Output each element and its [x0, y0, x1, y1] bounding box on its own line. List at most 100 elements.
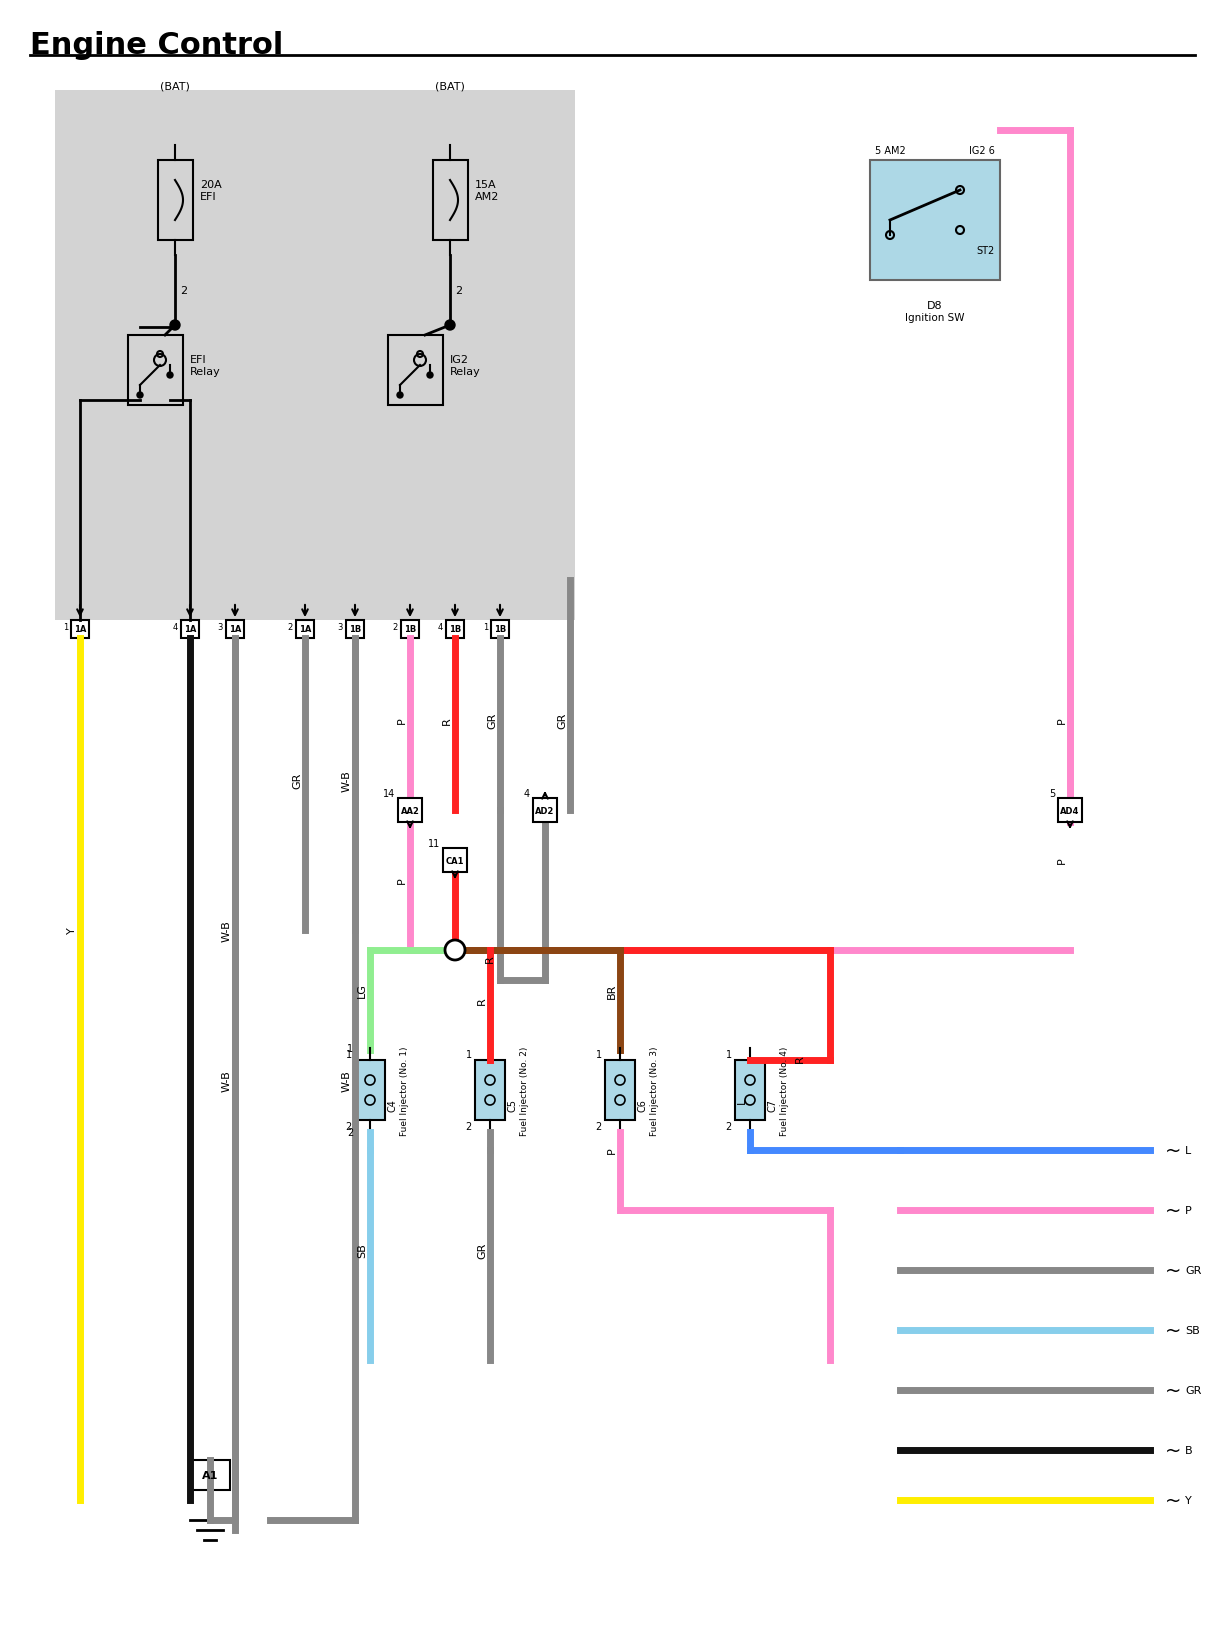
Text: 4: 4 — [173, 623, 178, 631]
Text: BR: BR — [608, 983, 617, 998]
Bar — [533, 799, 557, 823]
Text: 1: 1 — [62, 623, 69, 631]
Bar — [127, 336, 183, 406]
Text: C7: C7 — [768, 1099, 778, 1112]
Bar — [401, 621, 419, 639]
Text: C5: C5 — [508, 1099, 518, 1112]
Text: W-B: W-B — [342, 769, 352, 792]
Text: AA2: AA2 — [401, 805, 419, 815]
Bar — [870, 161, 1000, 280]
Text: 4: 4 — [524, 789, 530, 799]
Text: 2: 2 — [393, 623, 398, 631]
Text: 3: 3 — [218, 623, 223, 631]
Text: P: P — [397, 717, 407, 724]
Text: B: B — [1185, 1446, 1193, 1456]
Text: 1: 1 — [347, 1043, 353, 1053]
Text: AD4: AD4 — [1061, 805, 1079, 815]
Text: C6: C6 — [638, 1099, 648, 1112]
Text: (BAT): (BAT) — [160, 82, 190, 91]
Circle shape — [167, 373, 173, 378]
Text: 2: 2 — [595, 1121, 601, 1131]
Text: 1A: 1A — [184, 626, 196, 634]
Text: ~: ~ — [1165, 1201, 1181, 1219]
Text: 14: 14 — [382, 789, 394, 799]
Text: 1B: 1B — [494, 626, 506, 634]
Text: L: L — [737, 1097, 747, 1104]
Circle shape — [445, 321, 454, 331]
Bar — [1058, 799, 1082, 823]
Text: ~: ~ — [1165, 1320, 1181, 1340]
Text: D8: D8 — [927, 302, 943, 311]
Circle shape — [428, 373, 432, 378]
Bar — [345, 621, 364, 639]
Text: R: R — [477, 996, 488, 1004]
Text: 15A
AM2: 15A AM2 — [475, 179, 500, 202]
Text: 2: 2 — [466, 1121, 472, 1131]
Text: 1: 1 — [595, 1050, 601, 1060]
Bar — [398, 799, 421, 823]
Text: R: R — [795, 1055, 805, 1063]
Bar — [355, 1061, 385, 1120]
Text: Engine Control: Engine Control — [29, 31, 283, 60]
Circle shape — [137, 393, 143, 399]
Text: (BAT): (BAT) — [435, 82, 466, 91]
Text: EFI
Relay: EFI Relay — [190, 355, 220, 377]
Bar — [71, 621, 89, 639]
Text: 2: 2 — [454, 285, 462, 295]
Text: IG2 6: IG2 6 — [969, 147, 995, 156]
Text: 1B: 1B — [349, 626, 361, 634]
Text: P: P — [608, 1148, 617, 1154]
Text: IG2
Relay: IG2 Relay — [450, 355, 480, 377]
Text: Fuel Injector (No. 1): Fuel Injector (No. 1) — [401, 1045, 409, 1134]
Text: 1A: 1A — [299, 626, 311, 634]
Text: ~: ~ — [1165, 1381, 1181, 1400]
Text: GR: GR — [292, 773, 303, 789]
Text: 2: 2 — [180, 285, 187, 295]
Text: ~: ~ — [1165, 1441, 1181, 1459]
Text: GR: GR — [1185, 1265, 1202, 1275]
Circle shape — [445, 941, 466, 960]
Bar — [296, 621, 314, 639]
Bar — [55, 91, 575, 621]
Circle shape — [397, 393, 403, 399]
Text: 5 AM2: 5 AM2 — [875, 147, 905, 156]
Text: CA1: CA1 — [446, 856, 464, 866]
Bar — [475, 1061, 505, 1120]
Bar — [387, 336, 442, 406]
Text: GR: GR — [477, 1242, 488, 1258]
Text: Fuel Injector (No. 2): Fuel Injector (No. 2) — [519, 1046, 529, 1134]
Text: 11: 11 — [428, 838, 440, 849]
Text: 2: 2 — [347, 1128, 353, 1138]
Text: Y: Y — [1185, 1495, 1192, 1504]
Text: 1B: 1B — [404, 626, 416, 634]
Text: W-B: W-B — [222, 1069, 232, 1090]
Text: 1B: 1B — [448, 626, 461, 634]
Bar — [181, 621, 198, 639]
Text: W-B: W-B — [342, 1069, 352, 1090]
Text: 3: 3 — [338, 623, 343, 631]
Text: P: P — [1057, 717, 1067, 724]
Text: ~: ~ — [1165, 1490, 1181, 1509]
Text: SB: SB — [356, 1242, 368, 1258]
Bar — [225, 621, 244, 639]
Text: Fuel Injector (No. 3): Fuel Injector (No. 3) — [650, 1045, 659, 1134]
Text: R: R — [442, 717, 452, 724]
Text: 5: 5 — [1049, 789, 1055, 799]
Text: B: B — [176, 926, 187, 934]
Text: ~: ~ — [1165, 1141, 1181, 1161]
Text: 1: 1 — [466, 1050, 472, 1060]
Text: P: P — [1057, 857, 1067, 864]
Text: 1: 1 — [345, 1050, 352, 1060]
Bar — [446, 621, 464, 639]
Circle shape — [170, 321, 180, 331]
Bar — [735, 1061, 764, 1120]
Text: Ignition SW: Ignition SW — [905, 313, 965, 323]
Text: R: R — [485, 955, 495, 962]
Text: AD2: AD2 — [535, 805, 555, 815]
Text: 2: 2 — [345, 1121, 352, 1131]
Text: A1: A1 — [202, 1470, 218, 1480]
Text: Y: Y — [67, 927, 77, 934]
Text: 4: 4 — [437, 623, 443, 631]
Text: L: L — [1185, 1146, 1191, 1156]
Text: GR: GR — [557, 712, 567, 729]
